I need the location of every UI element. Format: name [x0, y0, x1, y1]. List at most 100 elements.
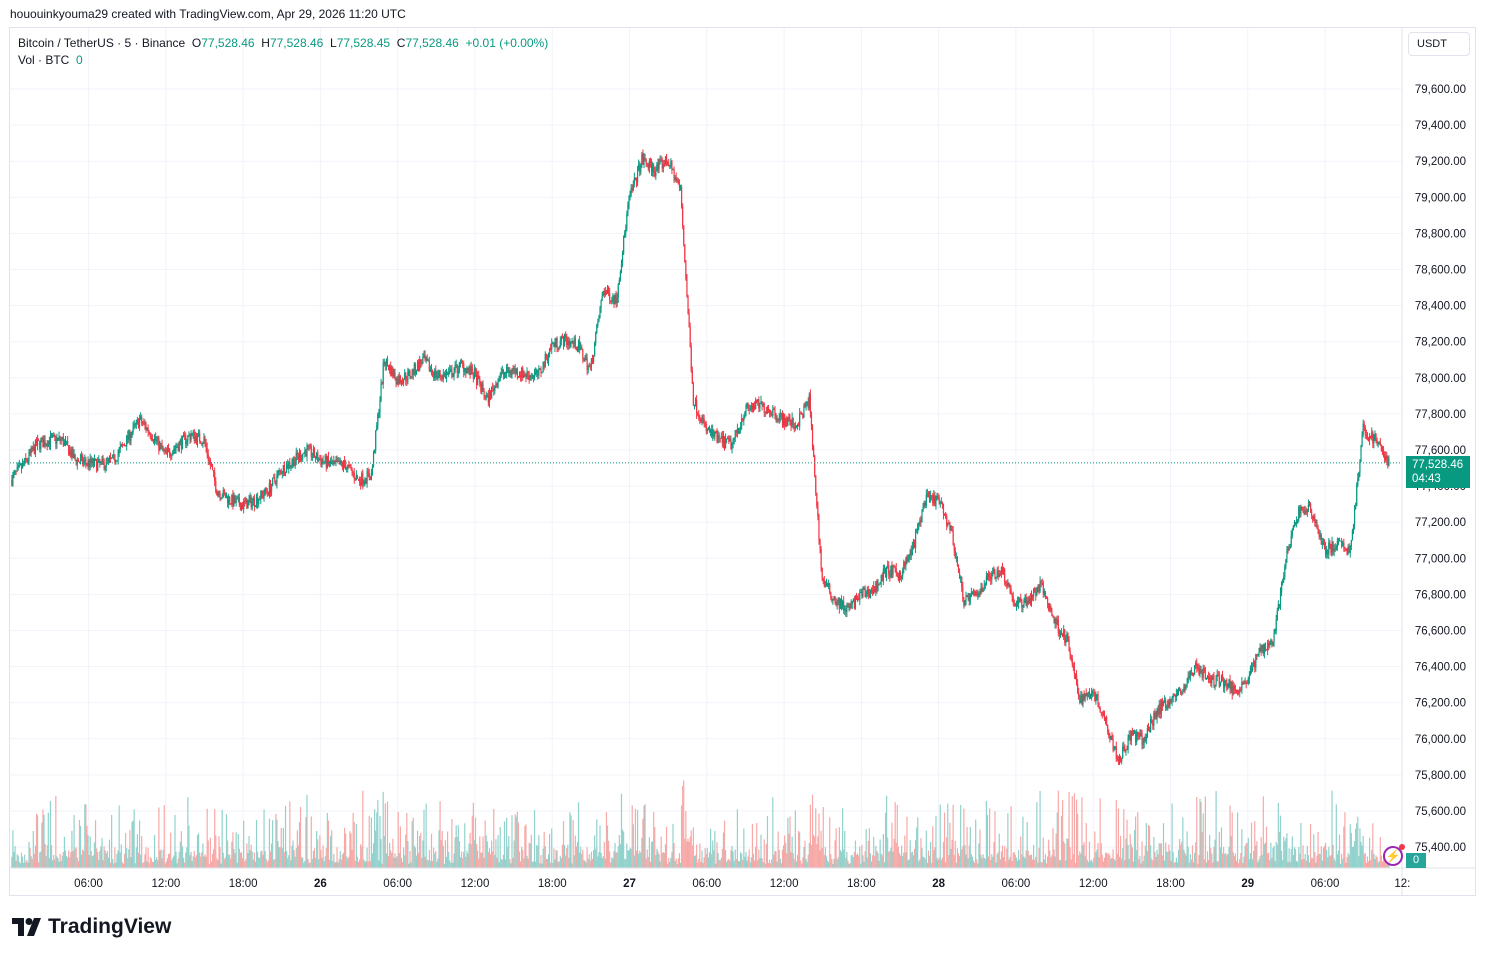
- volume-bar: [809, 804, 811, 868]
- candle-body: [1126, 749, 1128, 751]
- volume-bar: [439, 801, 441, 868]
- volume-bar: [524, 826, 526, 868]
- candle-body: [431, 371, 434, 373]
- volume-bar: [938, 857, 940, 868]
- candle-body: [995, 577, 997, 579]
- candle-body: [560, 336, 562, 341]
- candle-body: [780, 414, 783, 416]
- candle-body: [801, 413, 803, 415]
- candle-body: [996, 570, 998, 578]
- candle-body: [616, 297, 618, 304]
- candle-body: [1049, 606, 1051, 611]
- candle-body: [999, 573, 1001, 575]
- volume-bar: [471, 815, 473, 868]
- volume-bar: [980, 854, 982, 868]
- volume-bar: [143, 862, 145, 868]
- currency-button[interactable]: USDT: [1408, 32, 1470, 56]
- candle-body: [1301, 507, 1303, 511]
- candle-body: [46, 444, 48, 447]
- volume-bar: [114, 847, 116, 868]
- volume-bar: [560, 858, 562, 868]
- volume-bar: [519, 861, 522, 868]
- volume-bar: [1322, 847, 1325, 868]
- candle-body: [998, 573, 1000, 577]
- candle-body: [634, 177, 637, 180]
- volume-bar: [653, 811, 655, 868]
- candle-body: [392, 367, 394, 377]
- volume-bar: [984, 859, 986, 868]
- candle-body: [1324, 547, 1327, 555]
- candle-body: [993, 567, 995, 574]
- volume-bar: [370, 817, 372, 868]
- volume-bar: [583, 860, 585, 868]
- volume-bar: [170, 832, 172, 868]
- candle-body: [607, 287, 610, 294]
- volume-bar: [321, 857, 323, 868]
- candle-body: [685, 262, 687, 280]
- price-tick-label: 76,400.00: [1415, 662, 1466, 674]
- candle-body: [854, 595, 857, 609]
- volume-bar: [302, 857, 304, 868]
- volume-bar: [1051, 855, 1053, 868]
- volume-bar: [1276, 844, 1278, 868]
- volume-bar: [1096, 849, 1098, 868]
- candle-body: [190, 435, 192, 441]
- candle-body: [384, 362, 386, 366]
- volume-bar: [1209, 834, 1211, 868]
- candle-body: [1373, 435, 1375, 444]
- candle-body: [1146, 728, 1149, 737]
- volume-bar: [54, 859, 56, 868]
- volume-bar: [320, 849, 322, 868]
- high-value: 77,528.46: [269, 36, 324, 50]
- volume-bar: [523, 858, 525, 868]
- candle-body: [118, 449, 120, 454]
- candle-body: [1201, 672, 1203, 678]
- volume-bar: [236, 862, 238, 868]
- tradingview-logo[interactable]: TradingView: [12, 915, 171, 939]
- volume-bar: [489, 854, 492, 868]
- volume-bar: [669, 861, 671, 868]
- volume-bar: [1166, 851, 1168, 868]
- alert-bolt-icon[interactable]: ⚡: [1383, 844, 1405, 866]
- volume-bar: [19, 863, 22, 868]
- candle-body: [1188, 676, 1190, 678]
- candle-body: [877, 583, 879, 591]
- time-axis[interactable]: 06:00 12:00 18:00 26 06:00 12:00 18:00 27 06:00 1…: [74, 878, 1410, 890]
- candle-body: [1035, 591, 1037, 596]
- candle-body: [383, 362, 385, 364]
- candle-body: [360, 482, 362, 486]
- volume-bar: [82, 849, 84, 868]
- candle-body: [921, 510, 923, 523]
- candle-body: [1288, 547, 1290, 551]
- candle-body: [448, 372, 450, 375]
- volume-bar: [1136, 850, 1138, 868]
- candle-body: [992, 567, 994, 573]
- candle-body: [450, 369, 452, 371]
- volume-bar: [1113, 858, 1115, 868]
- candle-body: [1236, 692, 1239, 694]
- candle-body: [232, 494, 234, 506]
- candle-body: [436, 376, 438, 378]
- candle-body: [309, 445, 311, 447]
- candle-body: [246, 498, 248, 509]
- candle-body: [953, 544, 955, 551]
- price-axis[interactable]: 79,600.0079,400.0079,200.0079,000.0078,8…: [1415, 84, 1466, 854]
- candle-body: [273, 477, 275, 479]
- time-tick-label: 18:00: [229, 878, 258, 890]
- candle-body: [1194, 665, 1196, 674]
- candle-body: [442, 373, 444, 379]
- symbol-title[interactable]: Bitcoin / TetherUS · 5 · Binance: [18, 36, 186, 50]
- candle-body: [457, 370, 459, 374]
- volume-bar: [1132, 861, 1135, 868]
- volume-bar: [352, 812, 354, 868]
- volume-bar: [711, 853, 713, 868]
- volume-bar: [75, 847, 77, 868]
- candle-body: [847, 605, 849, 608]
- volume-bar: [281, 848, 283, 868]
- volume-bar: [839, 850, 842, 868]
- volume-label[interactable]: Vol · BTC: [18, 53, 70, 67]
- candle-body: [482, 383, 484, 392]
- volume-bar: [849, 863, 851, 868]
- candle-body: [1109, 735, 1111, 740]
